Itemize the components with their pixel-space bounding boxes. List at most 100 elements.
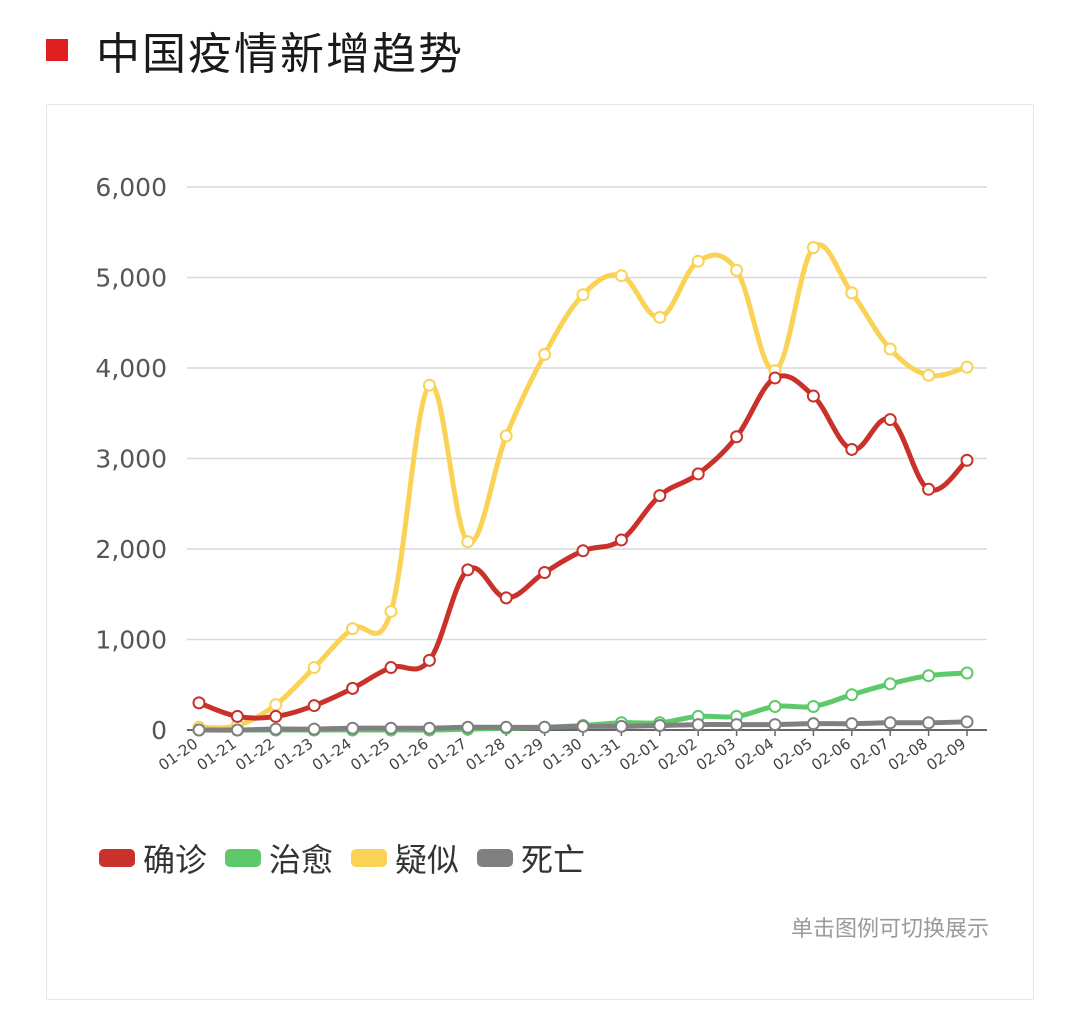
data-point-confirmed [307, 699, 321, 713]
legend-item-deaths[interactable]: 死亡 [477, 835, 585, 881]
x-tick-label: 01-24 [309, 735, 355, 775]
data-point-recovered [883, 677, 897, 691]
data-point-deaths [730, 718, 744, 732]
chart-legend: 确诊 治愈 疑似 死亡 [99, 835, 603, 881]
data-point-suspected [307, 661, 321, 675]
data-point-deaths [768, 718, 782, 732]
data-point-suspected [730, 263, 744, 277]
data-point-deaths [269, 722, 283, 736]
x-tick-label: 01-26 [386, 735, 432, 775]
data-point-suspected [653, 310, 667, 324]
data-point-deaths [307, 722, 321, 736]
data-point-deaths [691, 718, 705, 732]
data-point-suspected [806, 241, 820, 255]
data-point-deaths [192, 723, 206, 737]
data-point-deaths [538, 720, 552, 734]
y-tick-label: 6,000 [95, 173, 167, 202]
y-tick-label: 4,000 [95, 354, 167, 383]
y-tick-label: 5,000 [95, 264, 167, 293]
data-point-confirmed [922, 482, 936, 496]
x-tick-label: 01-25 [347, 735, 393, 775]
x-tick-label: 02-03 [693, 735, 739, 775]
legend-swatch-icon [477, 849, 514, 867]
legend-item-confirmed[interactable]: 确诊 [99, 835, 207, 881]
line-chart: 01,0002,0003,0004,0005,0006,00001-2001-2… [95, 173, 987, 775]
x-tick-label: 02-01 [616, 735, 662, 775]
data-point-suspected [422, 378, 436, 392]
data-point-suspected [538, 347, 552, 361]
legend-swatch-icon [225, 849, 262, 867]
legend-item-suspected[interactable]: 疑似 [351, 835, 459, 881]
title-marker-icon [46, 39, 68, 61]
data-point-suspected [883, 342, 897, 356]
data-point-confirmed [461, 563, 475, 577]
data-point-confirmed [422, 653, 436, 667]
x-tick-label: 01-27 [424, 735, 470, 775]
data-point-suspected [461, 535, 475, 549]
data-point-confirmed [538, 566, 552, 580]
legend-swatch-icon [99, 849, 135, 867]
y-tick-label: 0 [151, 716, 167, 745]
x-tick-label: 01-30 [539, 735, 585, 775]
data-point-deaths [384, 721, 398, 735]
data-point-deaths [614, 719, 628, 733]
data-point-recovered [768, 699, 782, 713]
data-point-recovered [922, 669, 936, 683]
y-tick-label: 3,000 [95, 445, 167, 474]
data-point-confirmed [499, 591, 513, 605]
data-point-confirmed [192, 696, 206, 710]
data-point-confirmed [845, 442, 859, 456]
x-tick-label: 02-06 [808, 735, 854, 775]
x-tick-label: 02-02 [654, 735, 700, 775]
x-tick-label: 02-08 [885, 735, 931, 775]
legend-hint: 单击图例可切换展示 [790, 917, 989, 942]
data-point-suspected [269, 698, 283, 712]
legend-label: 疑似 [395, 841, 460, 879]
x-tick-label: 01-23 [270, 735, 316, 775]
data-point-suspected [922, 368, 936, 382]
data-point-suspected [691, 254, 705, 268]
data-point-deaths [922, 716, 936, 730]
data-point-recovered [806, 699, 820, 713]
x-tick-label: 02-05 [770, 735, 816, 775]
data-point-suspected [346, 622, 360, 636]
x-tick-label: 01-28 [462, 735, 508, 775]
data-point-suspected [960, 360, 974, 374]
data-point-suspected [614, 269, 628, 283]
data-point-deaths [883, 716, 897, 730]
data-point-confirmed [614, 533, 628, 547]
x-tick-label: 01-21 [194, 735, 240, 775]
x-tick-label: 01-22 [232, 735, 278, 775]
y-tick-label: 2,000 [95, 535, 167, 564]
x-tick-label: 01-31 [578, 735, 624, 775]
data-point-confirmed [806, 389, 820, 403]
data-point-confirmed [346, 681, 360, 695]
legend-item-recovered[interactable]: 治愈 [225, 835, 333, 881]
data-point-deaths [499, 720, 513, 734]
data-point-suspected [576, 288, 590, 302]
data-point-deaths [653, 718, 667, 732]
data-point-recovered [845, 688, 859, 702]
data-point-confirmed [576, 544, 590, 558]
x-tick-label: 01-29 [501, 735, 547, 775]
chart-card: 0 1,000 2,000 3,000 4,000 5,000 6,000 01-20 01-2… [46, 104, 1034, 1000]
y-tick-label: 1,000 [95, 626, 167, 655]
legend-swatch-icon [351, 849, 388, 867]
page-header: 中国疫情新增趋势 [46, 18, 464, 82]
data-point-confirmed [384, 661, 398, 675]
data-point-recovered [960, 666, 974, 680]
data-point-deaths [230, 723, 244, 737]
data-point-deaths [960, 715, 974, 729]
data-point-deaths [806, 717, 820, 731]
data-point-confirmed [883, 413, 897, 427]
data-point-suspected [845, 286, 859, 300]
x-tick-label: 02-09 [923, 735, 969, 775]
data-point-deaths [576, 719, 590, 733]
data-point-confirmed [230, 709, 244, 723]
data-point-confirmed [691, 467, 705, 481]
x-tick-label: 02-04 [731, 735, 777, 775]
data-point-deaths [422, 721, 436, 735]
data-point-confirmed [730, 430, 744, 444]
data-point-suspected [384, 604, 398, 618]
series-line-suspected [196, 242, 970, 731]
